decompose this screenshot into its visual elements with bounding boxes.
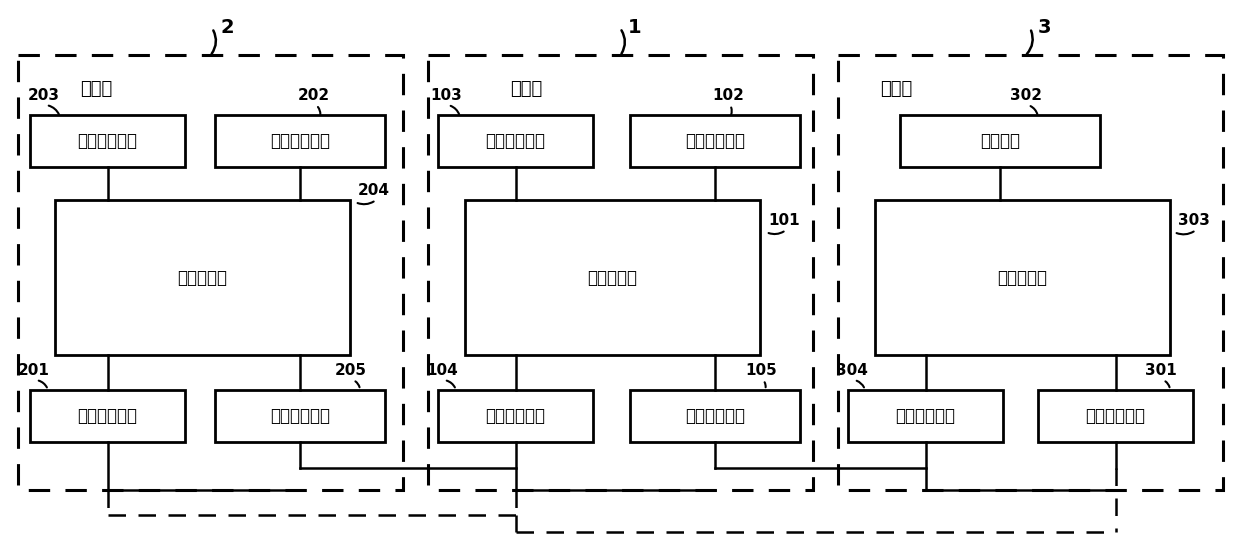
Text: 第二处理器: 第二处理器 xyxy=(177,268,227,287)
Bar xyxy=(900,115,1100,167)
Text: 103: 103 xyxy=(430,88,461,103)
Text: 获取模块: 获取模块 xyxy=(980,132,1021,150)
Text: 第二接收模块: 第二接收模块 xyxy=(77,407,138,425)
Bar xyxy=(465,200,760,355)
Text: 第三发送模块: 第三发送模块 xyxy=(895,407,956,425)
Text: 获取端: 获取端 xyxy=(880,80,913,98)
Text: 评估端: 评估端 xyxy=(81,80,113,98)
Text: 203: 203 xyxy=(29,88,60,103)
Text: 第一处理器: 第一处理器 xyxy=(588,268,637,287)
Bar xyxy=(215,390,384,442)
Text: 1: 1 xyxy=(627,18,641,37)
Text: 第二输入模块: 第二输入模块 xyxy=(77,132,138,150)
Text: 102: 102 xyxy=(712,88,744,103)
Text: 101: 101 xyxy=(768,213,800,228)
Text: 105: 105 xyxy=(745,363,776,378)
Text: 202: 202 xyxy=(298,88,330,103)
Text: 104: 104 xyxy=(427,363,458,378)
Text: 303: 303 xyxy=(1178,213,1210,228)
Bar xyxy=(55,200,350,355)
Text: 第三处理器: 第三处理器 xyxy=(997,268,1048,287)
Bar xyxy=(30,115,185,167)
Text: 第一发送模块: 第一发送模块 xyxy=(684,407,745,425)
Text: 处理端: 处理端 xyxy=(510,80,542,98)
Text: 第一接收模块: 第一接收模块 xyxy=(486,407,546,425)
Text: 304: 304 xyxy=(836,363,868,378)
Text: 204: 204 xyxy=(358,183,391,198)
Bar xyxy=(875,200,1171,355)
Bar xyxy=(215,115,384,167)
Text: 301: 301 xyxy=(1145,363,1177,378)
Bar xyxy=(630,390,800,442)
Text: 205: 205 xyxy=(335,363,367,378)
Bar xyxy=(30,390,185,442)
Text: 第一输入模块: 第一输入模块 xyxy=(486,132,546,150)
Bar xyxy=(19,55,403,490)
Text: 第三接收模块: 第三接收模块 xyxy=(1085,407,1146,425)
Text: 302: 302 xyxy=(1011,88,1042,103)
Text: 第二显示模块: 第二显示模块 xyxy=(270,132,330,150)
Bar xyxy=(438,390,593,442)
Bar xyxy=(428,55,813,490)
Bar xyxy=(630,115,800,167)
Bar xyxy=(1038,390,1193,442)
Bar xyxy=(438,115,593,167)
Bar xyxy=(838,55,1223,490)
Text: 2: 2 xyxy=(219,18,233,37)
Text: 3: 3 xyxy=(1038,18,1052,37)
Bar xyxy=(848,390,1003,442)
Text: 第二发送模块: 第二发送模块 xyxy=(270,407,330,425)
Text: 第一显示模块: 第一显示模块 xyxy=(684,132,745,150)
Text: 201: 201 xyxy=(19,363,50,378)
